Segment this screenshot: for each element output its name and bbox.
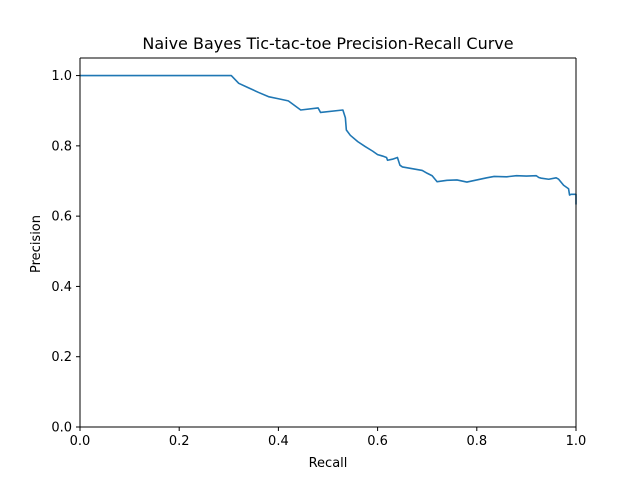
x-tick-label: 0.6: [367, 434, 388, 449]
x-tick-label: 1.0: [566, 434, 587, 449]
y-tick-label: 0.2: [51, 350, 72, 365]
y-axis-label: Precision: [29, 215, 44, 273]
y-tick-label: 0.4: [51, 280, 72, 295]
x-axis-label: Recall: [309, 456, 348, 471]
x-tick-label: 0.2: [169, 434, 190, 449]
y-tick-label: 0.0: [51, 421, 72, 436]
chart-title: Naive Bayes Tic-tac-toe Precision-Recall…: [142, 34, 513, 53]
x-tick-label: 0.8: [466, 434, 487, 449]
x-tick-label: 0.4: [268, 434, 289, 449]
plot-area: [79, 57, 577, 428]
x-tick-label: 0.0: [70, 434, 91, 449]
y-tick-label: 0.8: [51, 139, 72, 154]
series-line-0: [80, 74, 577, 205]
y-tick-label: 1.0: [51, 69, 72, 84]
y-tick-label: 0.6: [51, 210, 72, 225]
tick-layer: 0.0 0.2 0.4 0.6 0.8 1.0 0.0 0.2 0.4 0.6 0.8 1.0: [51, 69, 586, 449]
